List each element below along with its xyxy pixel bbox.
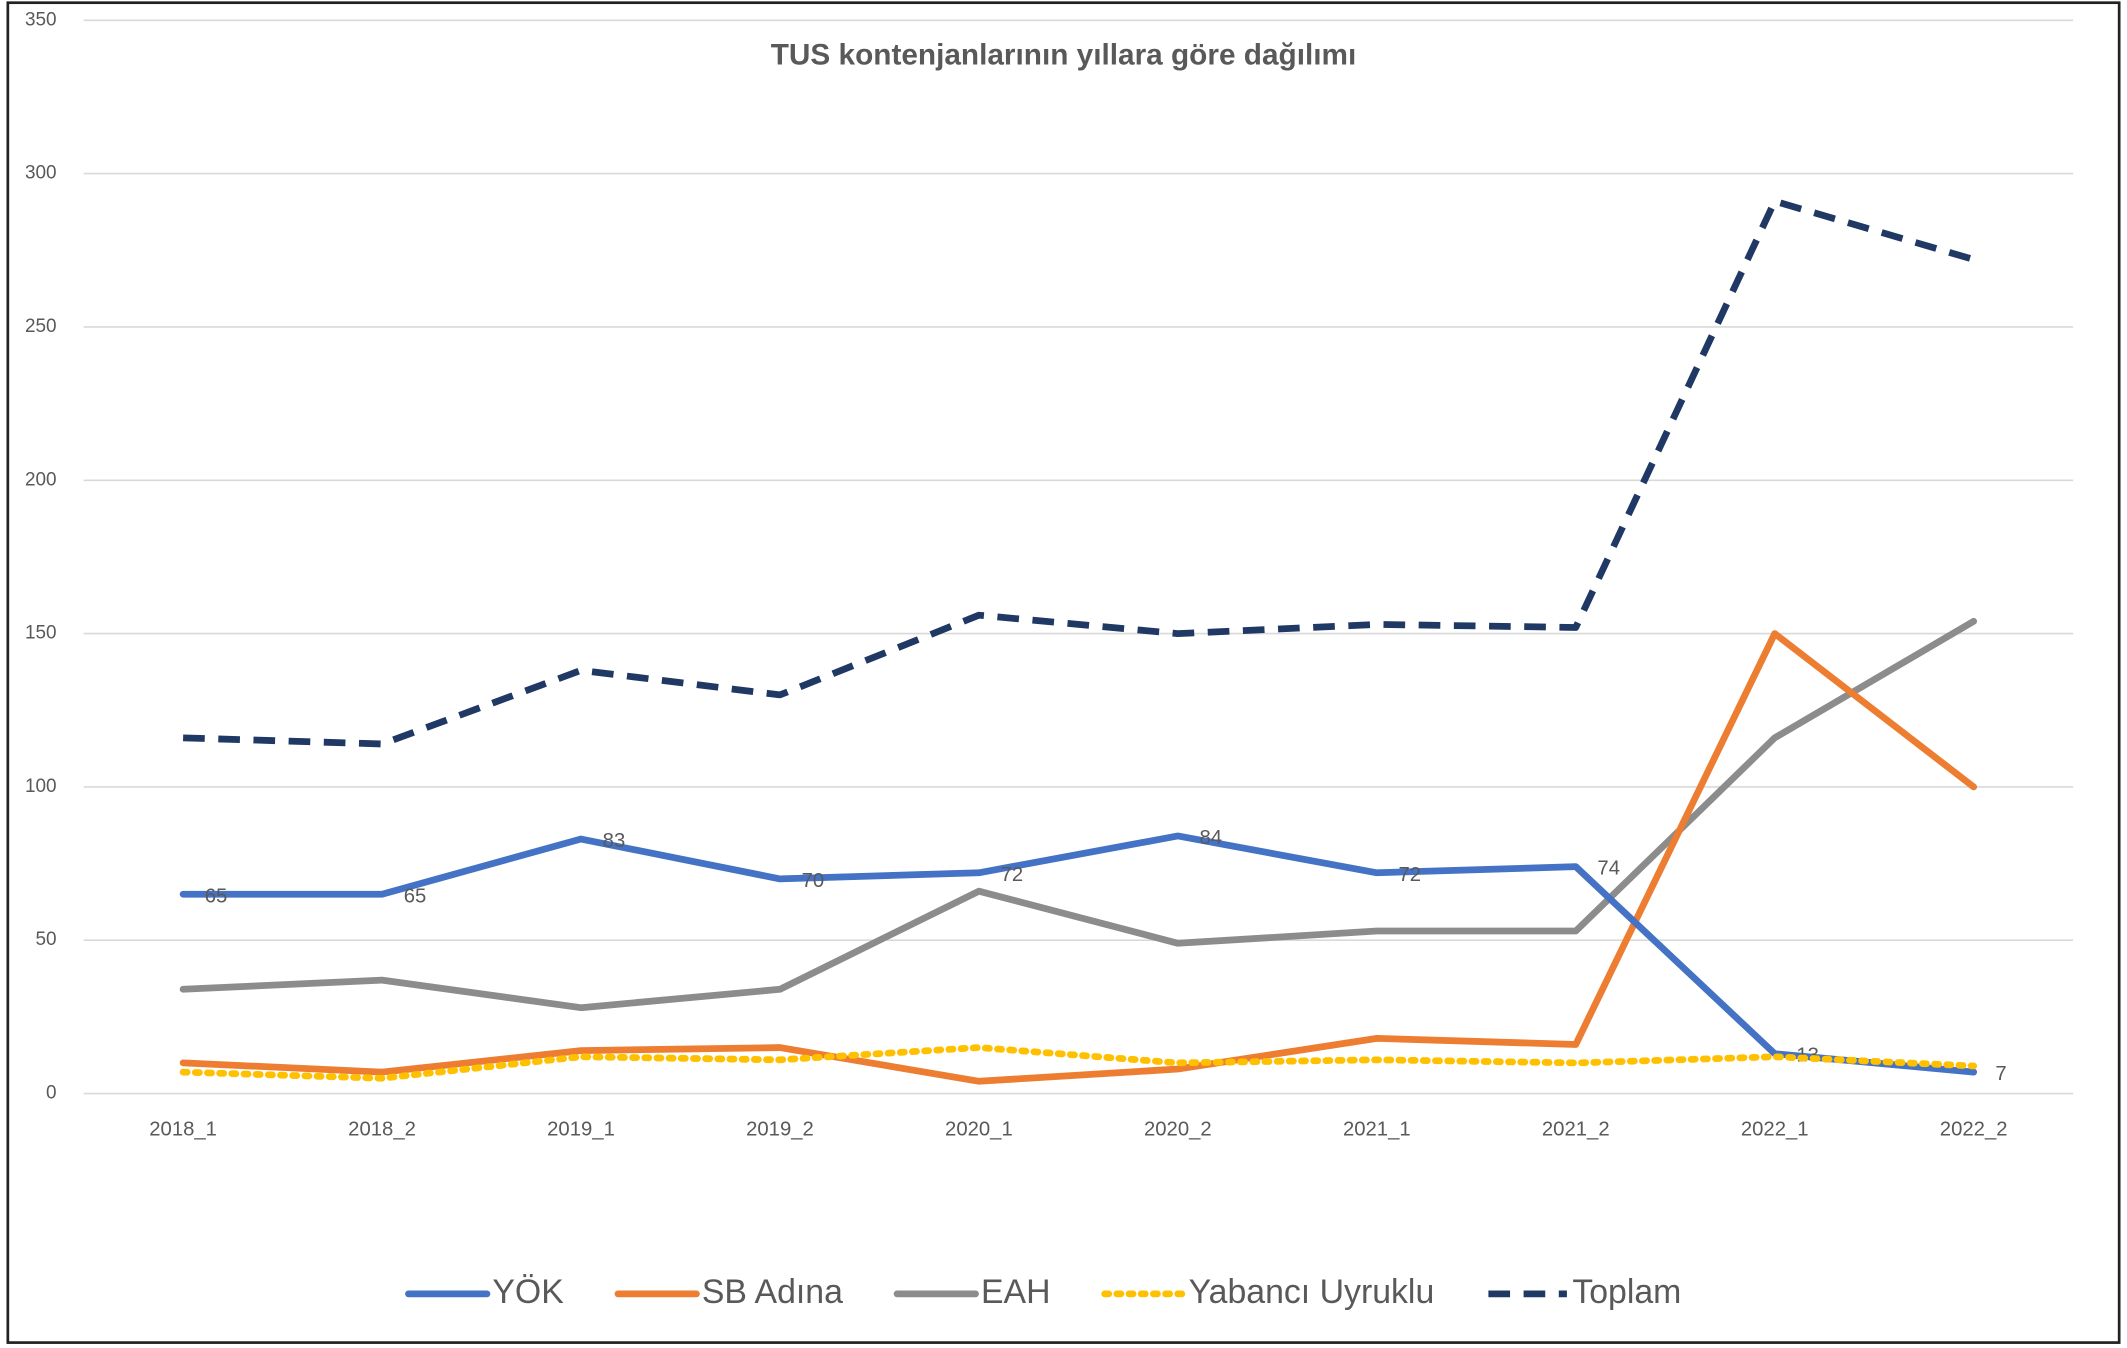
chart-frame (6, 1, 2121, 1344)
x-tick-label: 2019_2 (746, 1118, 814, 1140)
legend-label: SB Adına (702, 1273, 843, 1311)
series-line (179, 832, 1978, 1076)
data-label: 72 (1001, 864, 1024, 886)
x-tick-label: 2021_2 (1542, 1118, 1610, 1140)
chart-title: TUS kontenjanlarının yıllara göre dağılı… (771, 39, 1357, 72)
y-tick-label: 150 (25, 623, 57, 644)
data-label: 70 (802, 870, 825, 892)
data-label: 7 (1995, 1063, 2006, 1085)
data-label: 72 (1398, 864, 1421, 886)
series-line (179, 630, 1978, 1085)
y-tick-label: 200 (25, 469, 57, 490)
data-label: 65 (205, 885, 228, 907)
y-tick-label: 0 (46, 1083, 57, 1104)
x-tick-label: 2022_1 (1741, 1118, 1809, 1140)
legend-label: YÖK (492, 1273, 564, 1311)
y-tick-label: 300 (25, 163, 57, 184)
legend-label: Yabancı Uyruklu (1189, 1273, 1435, 1311)
data-label: 84 (1200, 827, 1223, 849)
x-tick-label: 2018_2 (348, 1118, 416, 1140)
legend-label: Toplam (1572, 1273, 1681, 1311)
y-tick-label: 350 (25, 9, 57, 30)
series-line (183, 197, 1975, 748)
data-label: 83 (603, 830, 626, 852)
y-tick-label: 50 (35, 929, 56, 950)
data-label: 65 (404, 885, 427, 907)
x-tick-label: 2020_1 (945, 1118, 1013, 1140)
x-tick-label: 2022_2 (1940, 1118, 2008, 1140)
x-tick-label: 2018_1 (149, 1118, 217, 1140)
x-tick-label: 2019_1 (547, 1118, 615, 1140)
data-label: 74 (1597, 858, 1620, 880)
y-tick-label: 100 (25, 776, 57, 797)
x-tick-label: 2021_1 (1343, 1118, 1411, 1140)
series-line (179, 1044, 1978, 1082)
legend-label: EAH (981, 1273, 1051, 1311)
x-tick-label: 2020_2 (1144, 1118, 1212, 1140)
y-tick-label: 250 (25, 316, 57, 337)
